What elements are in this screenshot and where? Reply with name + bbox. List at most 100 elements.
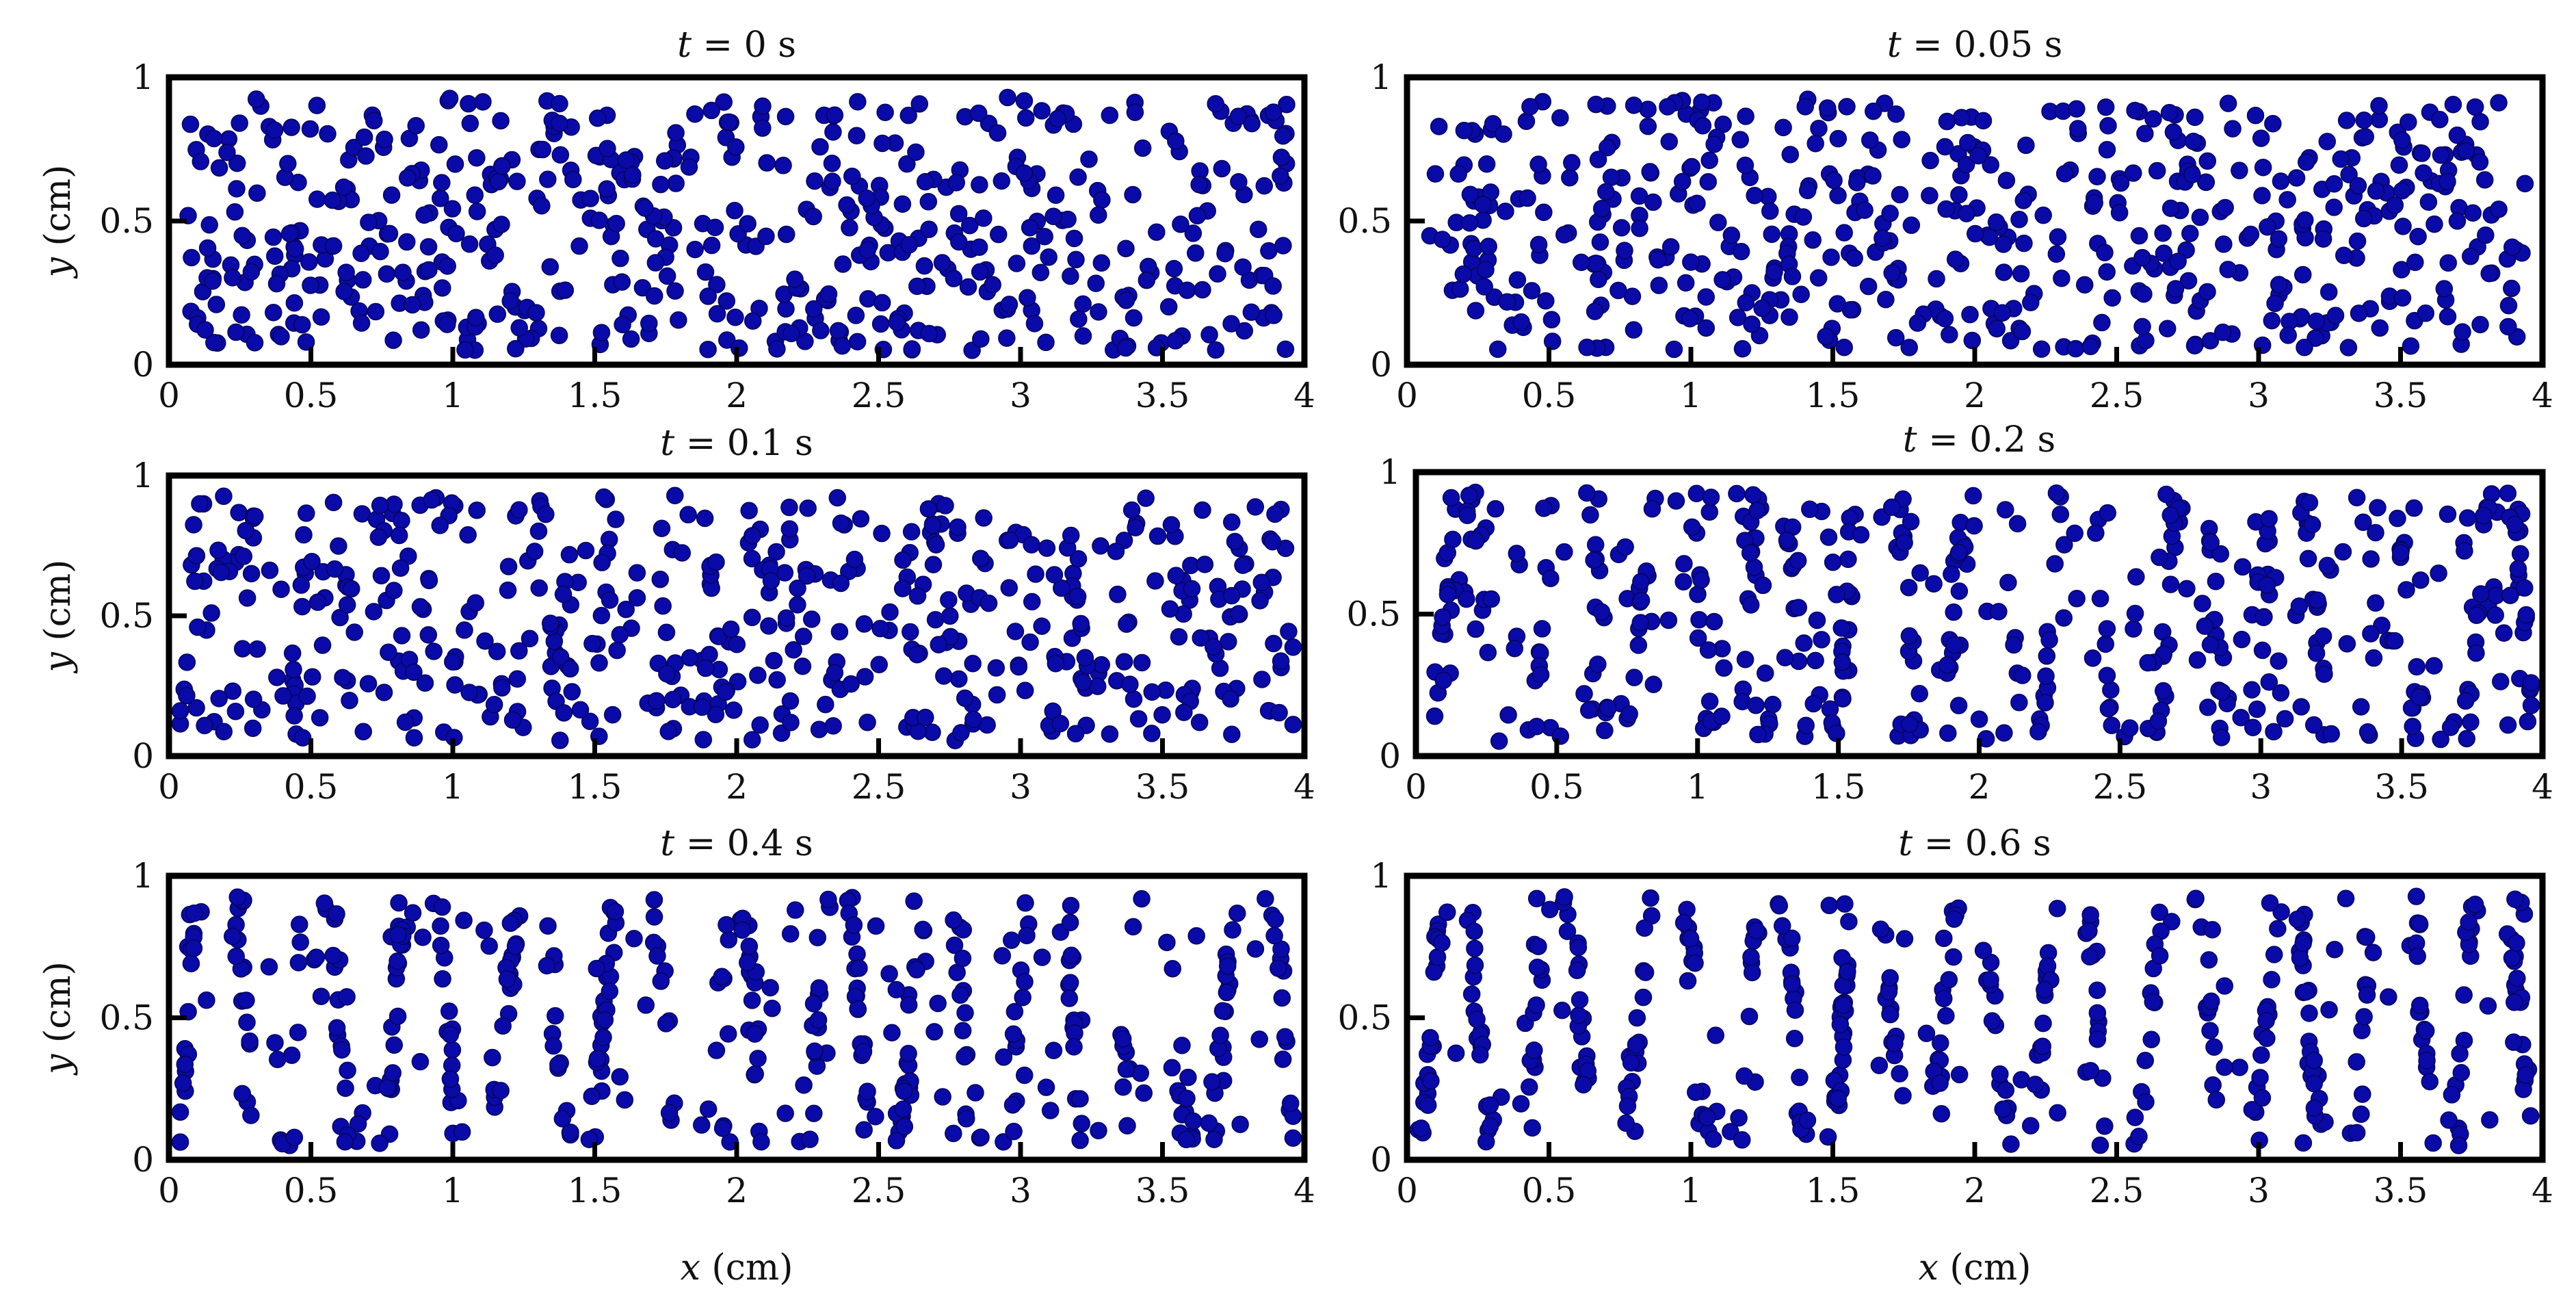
particle-point — [1000, 296, 1018, 313]
particle-point — [1065, 229, 1083, 248]
particle-point — [2144, 110, 2162, 128]
y-tick-label: 0 — [1370, 1140, 1392, 1180]
particle-point — [1014, 988, 1031, 1007]
particle-point — [312, 987, 330, 1005]
particle-point — [907, 143, 925, 161]
particle-point — [2014, 192, 2033, 209]
particle-point — [798, 567, 816, 585]
particle-point — [2307, 645, 2326, 662]
particle-point — [826, 664, 844, 682]
particle-point — [551, 731, 569, 749]
particle-point — [1203, 1073, 1221, 1091]
particle-point — [297, 333, 315, 351]
particle-point — [171, 1133, 189, 1151]
panel-2: 0 0.5 1 1.5 2 2.5 3 3.5 400.51t = 0.05 s — [1337, 25, 2553, 415]
particle-point — [486, 246, 504, 264]
particle-point — [1272, 148, 1291, 166]
particle-point — [1887, 105, 1905, 123]
particle-point — [2216, 977, 2233, 995]
particle-point — [812, 322, 830, 339]
particle-point — [1205, 1130, 1223, 1149]
particle-point — [1213, 1002, 1232, 1020]
particle-point — [551, 146, 570, 164]
particle-point — [2454, 323, 2471, 341]
particle-point — [1746, 187, 1763, 205]
particle-point — [2265, 946, 2283, 963]
particle-point — [354, 271, 372, 289]
particle-point — [2254, 158, 2272, 177]
particle-point — [391, 559, 410, 577]
particle-point — [1665, 340, 1683, 359]
particle-point — [390, 526, 408, 545]
particle-point — [2136, 1052, 2155, 1069]
particle-point — [1015, 164, 1034, 182]
particle-point — [645, 908, 663, 926]
particle-point — [1252, 573, 1271, 592]
particle-point — [2413, 144, 2431, 162]
particle-point — [1887, 328, 1905, 347]
particle-point — [539, 917, 557, 935]
particle-point — [826, 106, 844, 124]
x-axis-label: x (cm) — [1919, 1247, 2032, 1288]
particle-point — [933, 254, 951, 272]
particle-point — [805, 300, 823, 318]
y-tick-label: 0 — [132, 345, 154, 385]
particle-point — [1242, 303, 1261, 321]
particle-point — [713, 968, 731, 985]
particle-point — [285, 707, 303, 725]
particle-point — [2410, 688, 2429, 706]
particle-point — [1659, 98, 1677, 116]
particle-point — [1125, 309, 1143, 327]
particle-point — [2253, 187, 2271, 205]
particle-point — [2081, 337, 2100, 356]
particle-point — [2046, 555, 2064, 573]
particle-point — [1015, 1066, 1034, 1085]
particle-point — [420, 261, 438, 279]
particle-point — [707, 1041, 726, 1059]
particle-point — [1555, 226, 1573, 244]
y-axis-label: y (cm) — [38, 165, 79, 279]
particle-point — [1829, 1089, 1847, 1108]
particle-point — [625, 930, 643, 948]
particle-point — [2244, 718, 2262, 736]
particle-point — [870, 656, 888, 673]
particle-point — [2253, 1089, 2272, 1107]
particle-point — [2348, 1053, 2365, 1071]
particle-point — [226, 203, 244, 221]
particle-point — [945, 936, 964, 955]
particle-point — [2154, 224, 2172, 242]
particle-point — [2314, 230, 2332, 248]
x-tick-label: 3 — [1010, 1171, 1031, 1210]
particle-point — [1686, 954, 1704, 972]
particle-point — [852, 510, 870, 528]
particle-point — [1797, 716, 1815, 734]
particle-point — [924, 556, 943, 573]
particle-point — [1754, 576, 1772, 595]
particle-point — [2309, 591, 2326, 609]
particle-point — [1529, 235, 1548, 254]
particle-point — [2369, 499, 2387, 517]
x-tick-label: 3.5 — [2374, 767, 2429, 807]
particle-point — [224, 682, 241, 700]
particle-point — [1627, 1035, 1645, 1054]
particle-point — [887, 981, 906, 999]
particle-point — [1881, 969, 1899, 987]
particle-point — [336, 1132, 354, 1151]
particle-point — [2522, 674, 2540, 692]
x-tick-label: 1 — [442, 1171, 464, 1210]
particle-point — [1163, 1059, 1181, 1077]
particle-point — [1794, 208, 1813, 226]
particle-point — [2049, 1104, 2066, 1122]
particle-point — [956, 1004, 974, 1022]
particle-point — [1946, 250, 1964, 268]
particle-point — [1074, 295, 1092, 313]
particle-point — [2410, 914, 2428, 933]
particle-point — [2294, 265, 2312, 284]
particle-point — [468, 203, 486, 220]
particle-point — [1808, 611, 1826, 629]
x-tick-label: 2 — [1969, 767, 1990, 807]
particle-point — [1138, 271, 1156, 289]
particle-point — [1178, 1089, 1196, 1108]
particle-point — [2187, 890, 2205, 907]
panel-5: 0 0.5 1 1.5 2 2.5 3 3.5 400.51t = 0.4 sy (cm)x (… — [38, 823, 1315, 1288]
